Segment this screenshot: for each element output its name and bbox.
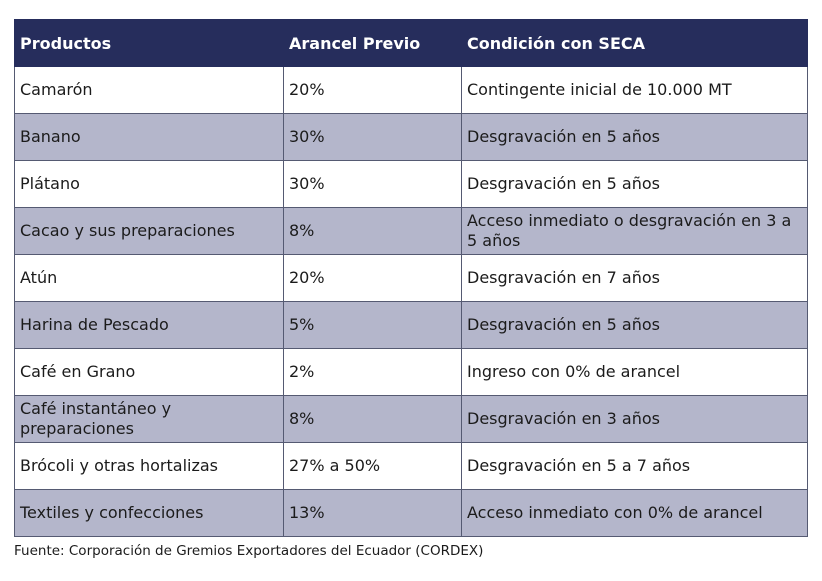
header-condicion-seca: Condición con SECA xyxy=(461,19,808,67)
product-cell: Banano xyxy=(14,113,284,161)
tariff-cell: 30% xyxy=(283,160,462,208)
product-cell: Textiles y confecciones xyxy=(14,489,284,537)
table-row: Harina de Pescado 5% Desgravación en 5 a… xyxy=(14,301,808,349)
condition-cell: Ingreso con 0% de arancel xyxy=(461,348,808,396)
tariff-cell: 27% a 50% xyxy=(283,442,462,490)
table-row: Atún 20% Desgravación en 7 años xyxy=(14,254,808,302)
source-note: Fuente: Corporación de Gremios Exportado… xyxy=(14,543,484,559)
tariff-cell: 20% xyxy=(283,254,462,302)
product-cell: Plátano xyxy=(14,160,284,208)
tariff-cell: 13% xyxy=(283,489,462,537)
table-row: Textiles y confecciones 13% Acceso inmed… xyxy=(14,489,808,537)
tariff-cell: 2% xyxy=(283,348,462,396)
table-row: Café en Grano 2% Ingreso con 0% de aranc… xyxy=(14,348,808,396)
header-productos: Productos xyxy=(14,19,284,67)
condition-cell: Desgravación en 5 años xyxy=(461,160,808,208)
table-row: Banano 30% Desgravación en 5 años xyxy=(14,113,808,161)
condition-cell: Acceso inmediato con 0% de arancel xyxy=(461,489,808,537)
condition-cell: Desgravación en 5 a 7 años xyxy=(461,442,808,490)
product-cell: Brócoli y otras hortalizas xyxy=(14,442,284,490)
table-row: Brócoli y otras hortalizas 27% a 50% Des… xyxy=(14,442,808,490)
tariff-cell: 8% xyxy=(283,207,462,255)
tariff-cell: 30% xyxy=(283,113,462,161)
condition-cell: Acceso inmediato o desgravación en 3 a 5… xyxy=(461,207,808,255)
product-cell: Atún xyxy=(14,254,284,302)
product-cell: Cacao y sus preparaciones xyxy=(14,207,284,255)
condition-cell: Desgravación en 7 años xyxy=(461,254,808,302)
product-cell: Camarón xyxy=(14,66,284,114)
header-arancel-previo: Arancel Previo xyxy=(283,19,462,67)
condition-cell: Contingente inicial de 10.000 MT xyxy=(461,66,808,114)
table-row: Camarón 20% Contingente inicial de 10.00… xyxy=(14,66,808,114)
table-header: Productos Arancel Previo Condición con S… xyxy=(14,19,808,67)
table-row: Café instantáneo y preparaciones 8% Desg… xyxy=(14,395,808,443)
product-cell: Harina de Pescado xyxy=(14,301,284,349)
tariff-cell: 5% xyxy=(283,301,462,349)
table-row: Cacao y sus preparaciones 8% Acceso inme… xyxy=(14,207,808,255)
header-row: Productos Arancel Previo Condición con S… xyxy=(14,19,808,67)
tariff-table: Productos Arancel Previo Condición con S… xyxy=(14,19,808,537)
table-body: Camarón 20% Contingente inicial de 10.00… xyxy=(14,66,808,537)
condition-cell: Desgravación en 5 años xyxy=(461,301,808,349)
product-cell: Café en Grano xyxy=(14,348,284,396)
tariff-cell: 8% xyxy=(283,395,462,443)
product-cell: Café instantáneo y preparaciones xyxy=(14,395,284,443)
condition-cell: Desgravación en 3 años xyxy=(461,395,808,443)
tariff-cell: 20% xyxy=(283,66,462,114)
condition-cell: Desgravación en 5 años xyxy=(461,113,808,161)
table-row: Plátano 30% Desgravación en 5 años xyxy=(14,160,808,208)
